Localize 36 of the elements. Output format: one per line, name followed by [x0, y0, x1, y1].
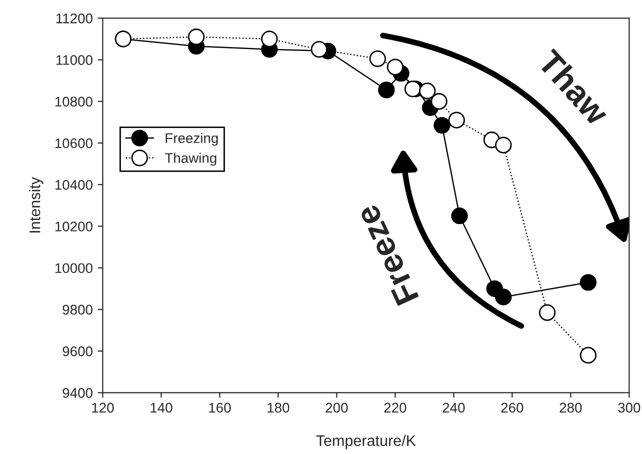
y-tick-label: 10000 — [55, 263, 92, 274]
point — [430, 93, 448, 110]
y-tick-label: 10600 — [55, 138, 92, 148]
legend-label: Freezing — [166, 132, 218, 146]
point — [378, 82, 395, 98]
y-tick-label: 10800 — [55, 96, 92, 107]
y-tick-label: 9600 — [62, 346, 92, 356]
x-axis-title: Temperature/K — [316, 434, 416, 450]
x-tick-label: 120 — [92, 402, 114, 413]
x-tick-label: 280 — [560, 402, 582, 413]
x-tick-label: 220 — [384, 402, 406, 413]
point — [261, 30, 278, 48]
point — [580, 274, 597, 291]
y-tick-label: 11000 — [56, 55, 92, 65]
point — [188, 28, 205, 46]
point — [495, 136, 512, 154]
y-axis-title: Intensity — [29, 177, 44, 232]
y-tick-label: 9400 — [62, 388, 92, 398]
x-tick-label: 160 — [209, 402, 231, 413]
x-tick-label: 240 — [442, 402, 465, 413]
point — [386, 58, 404, 76]
point — [451, 208, 468, 224]
y-tick-label: 9800 — [62, 304, 92, 315]
x-tick-label: 200 — [326, 402, 348, 413]
point — [404, 80, 422, 98]
x-tick-label: 300 — [618, 402, 640, 413]
x-tick-label: 260 — [501, 402, 524, 413]
legend-label: Thawing — [164, 152, 216, 166]
x-tick-label: 180 — [268, 402, 290, 413]
x-tick-label: 140 — [150, 402, 172, 413]
y-tick-label: 10400 — [55, 180, 92, 190]
point — [434, 116, 450, 134]
point — [495, 288, 512, 306]
y-tick-label: 11200 — [56, 13, 92, 24]
point — [310, 41, 328, 58]
y-tick-label: 10200 — [55, 222, 92, 232]
